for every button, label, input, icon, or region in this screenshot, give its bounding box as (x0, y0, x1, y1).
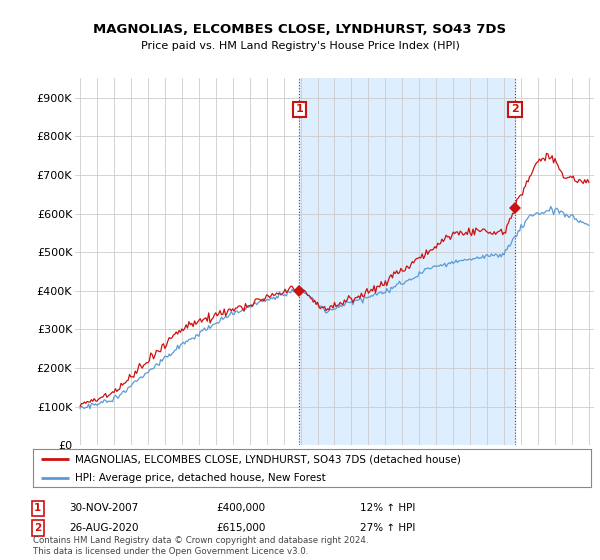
Text: 2: 2 (34, 523, 41, 533)
Text: 1: 1 (295, 104, 303, 114)
Text: £400,000: £400,000 (216, 503, 265, 514)
Text: 30-NOV-2007: 30-NOV-2007 (69, 503, 138, 514)
Text: 26-AUG-2020: 26-AUG-2020 (69, 523, 139, 533)
Text: 2: 2 (511, 104, 519, 114)
Text: MAGNOLIAS, ELCOMBES CLOSE, LYNDHURST, SO43 7DS: MAGNOLIAS, ELCOMBES CLOSE, LYNDHURST, SO… (94, 22, 506, 36)
Text: 1: 1 (34, 503, 41, 514)
Text: 12% ↑ HPI: 12% ↑ HPI (360, 503, 415, 514)
Text: 27% ↑ HPI: 27% ↑ HPI (360, 523, 415, 533)
Bar (299, 78, 515, 445)
Text: £615,000: £615,000 (216, 523, 265, 533)
Text: MAGNOLIAS, ELCOMBES CLOSE, LYNDHURST, SO43 7DS (detached house): MAGNOLIAS, ELCOMBES CLOSE, LYNDHURST, SO… (75, 454, 461, 464)
Text: Price paid vs. HM Land Registry's House Price Index (HPI): Price paid vs. HM Land Registry's House … (140, 41, 460, 51)
Text: Contains HM Land Registry data © Crown copyright and database right 2024.
This d: Contains HM Land Registry data © Crown c… (33, 536, 368, 556)
Text: HPI: Average price, detached house, New Forest: HPI: Average price, detached house, New … (75, 473, 326, 483)
